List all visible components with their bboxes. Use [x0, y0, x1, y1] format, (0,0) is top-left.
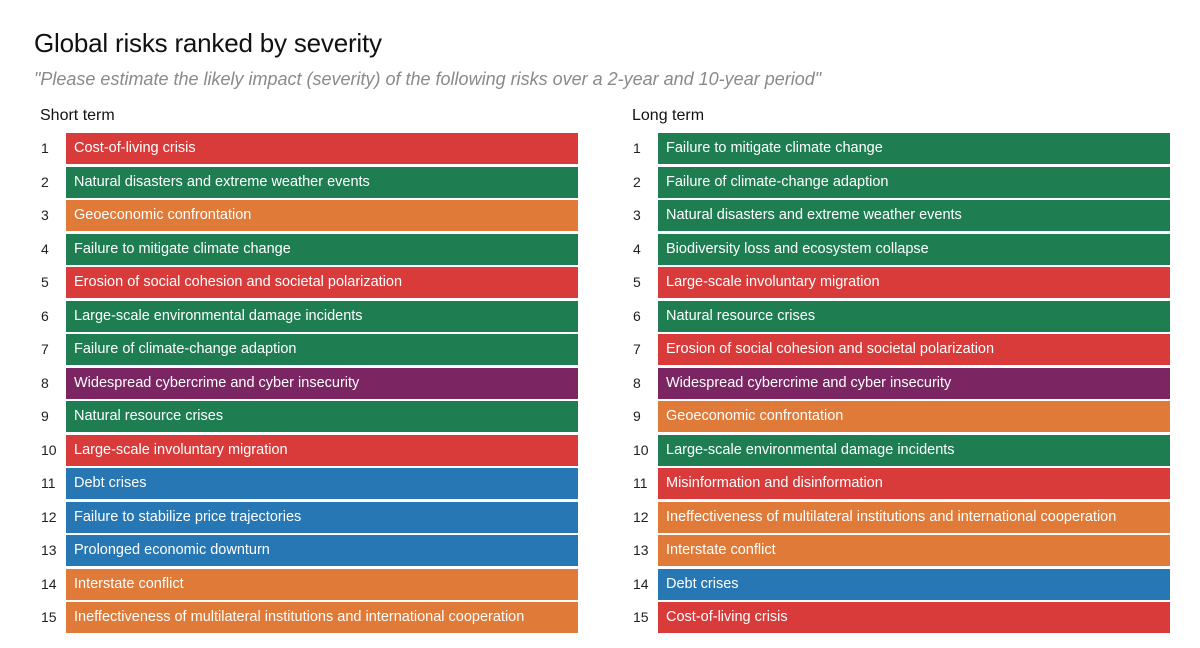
risk-row: 7 Failure of climate-change adaption	[38, 334, 578, 365]
risk-bar-geopolitical: Ineffectiveness of multilateral institut…	[658, 501, 1170, 533]
risk-row: 11 Debt crises	[38, 468, 578, 499]
risk-row: 3 Geoeconomic confrontation	[38, 200, 578, 231]
long-term-panel: Long term 1 Failure to mitigate climate c…	[630, 105, 1170, 636]
risk-row: 2 Failure of climate-change adaption	[630, 166, 1170, 198]
risk-bar-societal: Erosion of social cohesion and societal …	[66, 267, 578, 298]
risk-row: 1 Failure to mitigate climate change	[630, 133, 1170, 164]
risk-bar-environmental: Natural disasters and extreme weather ev…	[66, 166, 578, 198]
risk-row: 12 Failure to stabilize price trajectorie…	[38, 501, 578, 533]
risk-row: 4 Biodiversity loss and ecosystem collaps…	[630, 233, 1170, 265]
risk-row: 13 Prolonged economic downturn	[38, 535, 578, 566]
risk-rank: 4	[633, 240, 641, 257]
risk-rank: 12	[633, 508, 649, 525]
risk-row: 5 Large-scale involuntary migration	[630, 267, 1170, 298]
risk-row: 14 Debt crises	[630, 568, 1170, 600]
risk-rank: 9	[41, 408, 49, 424]
risk-row: 14 Interstate conflict	[38, 568, 578, 600]
risk-bar-societal: Misinformation and disinformation	[658, 468, 1170, 499]
risk-row: 8 Widespread cybercrime and cyber insecur…	[38, 367, 578, 399]
risk-rank: 10	[41, 441, 57, 458]
risk-row: 2 Natural disasters and extreme weather e…	[38, 166, 578, 198]
risk-row: 3 Natural disasters and extreme weather e…	[630, 200, 1170, 231]
risk-row: 10 Large-scale environmental damage incid…	[630, 434, 1170, 466]
risk-bar-economic: Debt crises	[66, 468, 578, 499]
risk-rank: 11	[41, 475, 56, 491]
long-term-heading: Long term	[632, 107, 705, 124]
risk-bar-societal: Large-scale involuntary migration	[658, 267, 1170, 298]
chart-subtitle: "Please estimate the likely impact (seve…	[34, 69, 822, 89]
risk-rank: 3	[633, 207, 641, 223]
risk-bar-societal: Cost-of-living crisis	[66, 133, 578, 164]
risk-bar-geopolitical: Geoeconomic confrontation	[658, 401, 1170, 432]
risk-rank: 7	[633, 341, 641, 357]
risk-bar-environmental: Natural resource crises	[658, 300, 1170, 332]
risk-rank: 11	[633, 475, 648, 491]
risk-row: 9 Geoeconomic confrontation	[630, 401, 1170, 432]
risk-rank: 9	[633, 408, 641, 424]
short-term-heading: Short term	[40, 107, 115, 124]
risk-row: 12 Ineffectiveness of multilateral instit…	[630, 501, 1170, 533]
risk-rank: 1	[41, 140, 49, 156]
risk-bar-technological: Widespread cybercrime and cyber insecuri…	[66, 367, 578, 399]
risk-bar-economic: Debt crises	[658, 568, 1170, 600]
risk-row: 6 Natural resource crises	[630, 300, 1170, 332]
risk-rank: 13	[41, 542, 57, 558]
risk-row: 4 Failure to mitigate climate change	[38, 233, 578, 265]
risk-bar-environmental: Natural resource crises	[66, 401, 578, 432]
risk-rank: 5	[633, 274, 641, 290]
risk-bar-environmental: Failure of climate-change adaption	[66, 334, 578, 365]
risk-rank: 2	[633, 173, 641, 190]
risk-bar-technological: Widespread cybercrime and cyber insecuri…	[658, 367, 1170, 399]
risk-bar-environmental: Natural disasters and extreme weather ev…	[658, 200, 1170, 231]
risk-row: 15 Cost-of-living crisis	[630, 602, 1170, 633]
risk-row: 6 Large-scale environmental damage incide…	[38, 300, 578, 332]
risk-rank: 13	[633, 542, 649, 558]
risk-rank: 14	[41, 575, 57, 592]
risk-rank: 5	[41, 274, 49, 290]
risk-bar-environmental: Biodiversity loss and ecosystem collapse	[658, 233, 1170, 265]
risk-rank: 4	[41, 240, 49, 257]
chart-title: Global risks ranked by severity	[34, 28, 382, 58]
risk-rank: 2	[41, 173, 49, 190]
risk-rank: 14	[633, 575, 649, 592]
risk-rank: 10	[633, 441, 649, 458]
risk-bar-environmental: Failure of climate-change adaption	[658, 166, 1170, 198]
risk-row: 11 Misinformation and disinformation	[630, 468, 1170, 499]
risk-bar-environmental: Failure to mitigate climate change	[66, 233, 578, 265]
risk-rank: 7	[41, 341, 49, 357]
risk-bar-economic: Prolonged economic downturn	[66, 535, 578, 566]
risk-bar-geopolitical: Interstate conflict	[66, 568, 578, 600]
short-term-rows: 1 Cost-of-living crisis 2 Natural disasters…	[38, 133, 578, 633]
risk-row: 1 Cost-of-living crisis	[38, 133, 578, 164]
risk-bar-societal: Large-scale involuntary migration	[66, 434, 578, 466]
risk-bar-geopolitical: Geoeconomic confrontation	[66, 200, 578, 231]
risk-row: 7 Erosion of social cohesion and societal…	[630, 334, 1170, 365]
risk-rank: 15	[41, 609, 57, 625]
risk-rank: 12	[41, 508, 57, 525]
risk-rank: 8	[633, 374, 641, 391]
risk-row: 8 Widespread cybercrime and cyber insecur…	[630, 367, 1170, 399]
short-term-panel: Short term 1 Cost-of-living crisis 2 Natura…	[38, 105, 578, 636]
risk-row: 13 Interstate conflict	[630, 535, 1170, 566]
risk-bar-geopolitical: Ineffectiveness of multilateral institut…	[66, 602, 578, 633]
risk-row: 10 Large-scale involuntary migration	[38, 434, 578, 466]
risk-rank: 15	[633, 609, 649, 625]
risk-rank: 8	[41, 374, 49, 391]
long-term-rows: 1 Failure to mitigate climate change 2 Fail…	[630, 133, 1170, 633]
risk-bar-societal: Erosion of social cohesion and societal …	[658, 334, 1170, 365]
risk-bar-societal: Cost-of-living crisis	[658, 602, 1170, 633]
risk-rank: 3	[41, 207, 49, 223]
risk-row: 9 Natural resource crises	[38, 401, 578, 432]
risk-rank: 6	[633, 307, 641, 324]
risk-row: 15 Ineffectiveness of multilateral instit…	[38, 602, 578, 633]
risk-bar-environmental: Large-scale environmental damage inciden…	[66, 300, 578, 332]
risk-row: 5 Erosion of social cohesion and societal…	[38, 267, 578, 298]
risk-bar-environmental: Failure to mitigate climate change	[658, 133, 1170, 164]
risk-rank: 6	[41, 307, 49, 324]
risk-bar-geopolitical: Interstate conflict	[658, 535, 1170, 566]
risk-bar-environmental: Large-scale environmental damage inciden…	[658, 434, 1170, 466]
risk-bar-economic: Failure to stabilize price trajectories	[66, 501, 578, 533]
risk-rank: 1	[633, 140, 641, 156]
